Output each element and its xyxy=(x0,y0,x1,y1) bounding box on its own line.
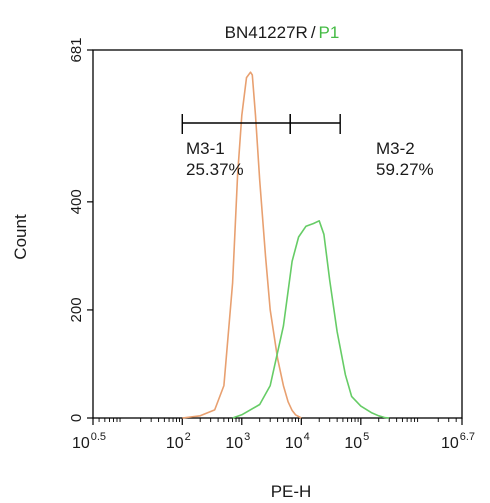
x-tick-label: 102 xyxy=(166,431,191,452)
gate-percent: 25.37% xyxy=(186,160,244,179)
series-control-line xyxy=(182,71,302,419)
chart-title: BN41227R / P1 xyxy=(225,23,340,42)
x-tick-label: 106.7 xyxy=(441,431,475,452)
x-tick-label: 104 xyxy=(285,431,310,452)
gate-percent: 59.27% xyxy=(376,160,434,179)
y-tick-label: 200 xyxy=(68,297,85,322)
plot-frame xyxy=(92,49,463,419)
title-separator: / xyxy=(311,23,316,42)
gate-label: M3-1 xyxy=(186,139,225,158)
y-tick-label: 400 xyxy=(68,189,85,214)
y-tick-label: 681 xyxy=(68,37,85,62)
x-tick-label: 105 xyxy=(344,431,369,452)
plot-area: 0 200 400 681 100.5 102 103 104 105 106.7 M3-1 25.3… xyxy=(68,37,475,452)
y-tick-label: 0 xyxy=(68,414,85,422)
y-axis-label: Count xyxy=(11,214,30,260)
title-sample-name: BN41227R xyxy=(225,23,308,42)
title-gate-name: P1 xyxy=(319,23,340,42)
gate-label: M3-2 xyxy=(376,139,415,158)
x-axis-label: PE-H xyxy=(271,482,312,501)
series-sample-line xyxy=(232,220,390,419)
x-tick-label: 100.5 xyxy=(72,431,106,452)
x-tick-label: 103 xyxy=(225,431,250,452)
